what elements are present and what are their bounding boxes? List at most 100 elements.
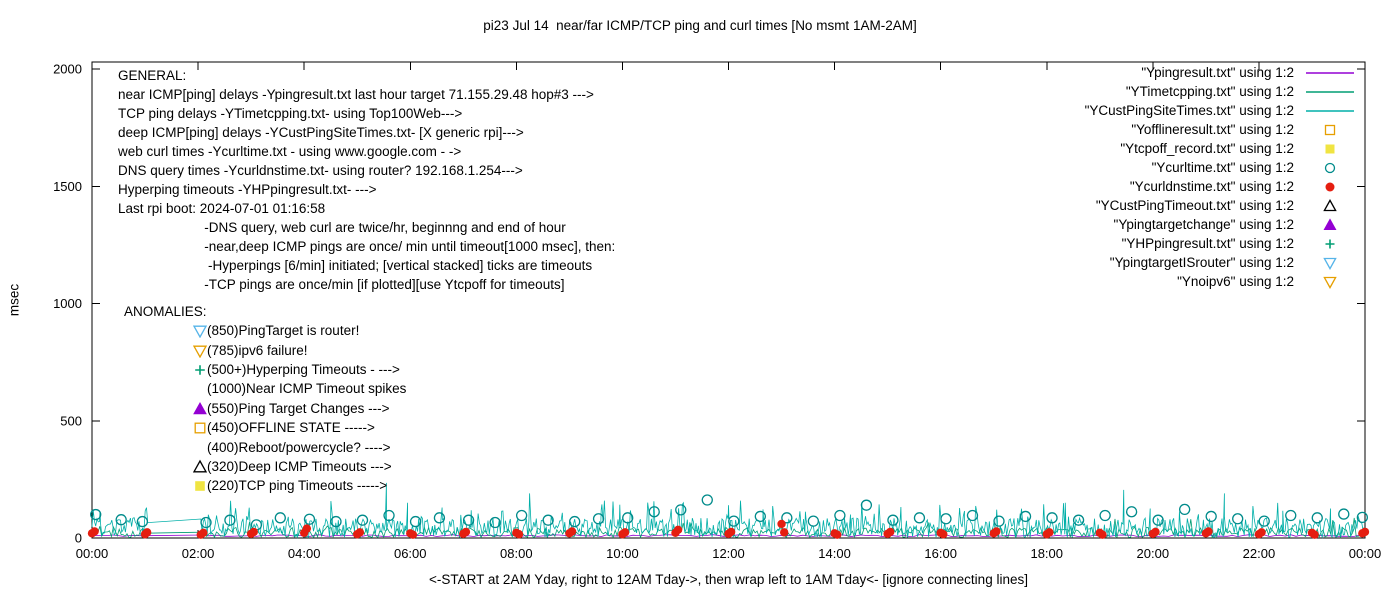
point-Ycurltime-txt xyxy=(1152,514,1164,526)
triangle-up-open-icon xyxy=(193,459,207,473)
general-note-line: DNS query times -Ycurldnstime.txt- using… xyxy=(118,163,523,178)
point-Ycurldnstime-txt xyxy=(567,527,577,536)
legend-label: "Ynoipv6" using 1:2 xyxy=(1177,274,1294,289)
point-Ycurltime-txt xyxy=(383,509,395,522)
point-Ycurltime-txt xyxy=(90,508,102,521)
general-note-line: near ICMP[ping] delays -Ypingresult.txt … xyxy=(118,87,594,102)
point-Ycurldnstime-txt xyxy=(1098,530,1107,539)
point-Ycurldnstime-txt xyxy=(620,528,630,537)
legend-label: "YCustPingSiteTimes.txt" using 1:2 xyxy=(1084,103,1294,118)
point-Ycurldnstime-txt xyxy=(90,527,99,536)
y-tick-label: 1000 xyxy=(53,296,82,311)
triangle-down-open-icon xyxy=(193,345,207,358)
plus-icon xyxy=(195,365,205,375)
x-tick-label: 22:00 xyxy=(1243,546,1276,561)
anomaly-item: (550)Ping Target Changes ---> xyxy=(124,399,406,418)
point-Ycurldnstime-txt xyxy=(461,527,471,537)
legend-sample-triangle-down-open-icon xyxy=(1323,257,1337,270)
legend-label: "YpingtargetISrouter" using 1:2 xyxy=(1109,255,1294,270)
point-Ycurldnstime-txt xyxy=(1257,528,1266,537)
point-Ycurldnstime-txt xyxy=(142,528,152,537)
point-Ycurltime-txt xyxy=(330,515,342,528)
legend-entry: "Ypingtargetchange" using 1:2 xyxy=(1085,215,1358,234)
point-Ycurldnstime-txt xyxy=(514,530,524,539)
anomalies-notes: ANOMALIES: (850)PingTarget is router! (785… xyxy=(124,302,406,496)
anomaly-label: (450)OFFLINE STATE -----> xyxy=(207,420,375,436)
point-Ycurldnstime-txt xyxy=(1310,530,1319,539)
point-Ycurldnstime-txt xyxy=(886,527,895,537)
point-Ycurltime-txt xyxy=(462,514,475,526)
no-marker xyxy=(193,440,207,455)
point-Ycurltime-txt xyxy=(1072,514,1085,526)
point-Ycurltime-txt xyxy=(433,512,446,524)
x-tick-label: 16:00 xyxy=(924,546,957,561)
legend-label: "YHPpingresult.txt" using 1:2 xyxy=(1121,236,1294,251)
point-Ycurltime-txt xyxy=(200,516,212,529)
series-line-Ypingresult-txt xyxy=(92,534,1366,538)
point-Ycurltime-txt xyxy=(115,514,127,526)
anomaly-label: (400)Reboot/powercycle? ----> xyxy=(207,439,391,455)
point-Ycurltime-txt xyxy=(274,512,286,524)
point-Ycurltime-txt xyxy=(1179,503,1191,516)
point-Ycurltime-txt xyxy=(1285,509,1297,522)
general-note-line: Last rpi boot: 2024-07-01 01:16:58 xyxy=(118,201,326,216)
point-Ycurltime-txt xyxy=(1338,508,1350,520)
triangle-down-open-icon xyxy=(1323,276,1337,289)
anomaly-item: (1000)Near ICMP Timeout spikes xyxy=(124,379,406,398)
legend-sample-circle-open-icon xyxy=(1324,162,1336,173)
plus-icon xyxy=(1325,239,1335,248)
legend-entry: "YTimetcpping.txt" using 1:2 xyxy=(1085,82,1358,101)
y-tick-label: 1500 xyxy=(53,179,82,194)
point-Ycurldnstime-txt xyxy=(249,527,258,537)
point-Ycurltime-txt xyxy=(1046,512,1058,524)
legend-sample-triangle-down-open-icon xyxy=(1323,276,1337,289)
legend-sample-triangle-up-open-icon xyxy=(1323,198,1337,211)
point-Ycurldnstime-txt xyxy=(673,525,683,534)
legend-sample-square-open-icon xyxy=(1324,124,1336,135)
legend-sample-triangle-up-filled-icon xyxy=(1323,217,1337,230)
anomaly-item: (400)Reboot/powercycle? ----> xyxy=(124,437,406,456)
point-Ycurltime-txt xyxy=(303,513,316,525)
point-Ycurltime-txt xyxy=(569,515,581,528)
x-tick-label: 12:00 xyxy=(712,546,745,561)
general-note-line: Hyperping timeouts -YHPpingresult.txt- -… xyxy=(118,182,377,197)
circle-open-icon xyxy=(1324,162,1336,173)
legend-entry: "Ypingresult.txt" using 1:2 xyxy=(1085,63,1358,82)
y-tick-label: 2000 xyxy=(53,62,82,77)
point-Ycurltime-txt xyxy=(409,515,422,528)
legend-entry: "YCustPingSiteTimes.txt" using 1:2 xyxy=(1085,101,1358,120)
square-open-icon xyxy=(1324,124,1336,135)
point-Ycurltime-txt xyxy=(356,514,369,526)
legend-entry: "YpingtargetISrouter" using 1:2 xyxy=(1085,253,1358,272)
point-Ycurltime-txt xyxy=(701,494,713,506)
point-Ycurldnstime-txt xyxy=(199,528,208,538)
point-Ycurldnstime-txt xyxy=(355,528,365,537)
x-tick-label: 04:00 xyxy=(288,546,321,561)
point-Ycurldnstime-txt xyxy=(777,519,786,529)
x-tick-label: 02:00 xyxy=(182,546,215,561)
legend-sample-line-icon xyxy=(1306,90,1354,93)
triangle-up-open-icon xyxy=(193,459,207,473)
square-open-icon xyxy=(194,422,206,434)
square-filled-icon xyxy=(195,481,205,492)
anomaly-label: (550)Ping Target Changes ---> xyxy=(207,400,390,416)
point-Ycurltime-txt xyxy=(834,509,846,522)
legend-label: "Ypingresult.txt" using 1:2 xyxy=(1141,65,1294,80)
legend: "Ypingresult.txt" using 1:2 "YTimetcpping… xyxy=(1085,63,1358,291)
point-Ycurldnstime-txt xyxy=(992,527,1001,536)
plus-icon xyxy=(195,365,205,375)
point-Ycurltime-txt xyxy=(940,513,952,525)
x-tick-label: 00:00 xyxy=(76,546,109,561)
point-Ycurltime-txt xyxy=(1125,506,1138,518)
x-tick-label: 10:00 xyxy=(606,546,639,561)
point-Ycurltime-txt xyxy=(887,514,899,526)
legend-entry: "Ytcpoff_record.txt" using 1:2 xyxy=(1085,139,1358,158)
general-note-line: -near,deep ICMP pings are once/ min unti… xyxy=(118,239,616,254)
legend-sample-line-icon xyxy=(1306,71,1354,74)
legend-label: "Ypingtargetchange" using 1:2 xyxy=(1113,217,1294,232)
x-tick-label: 14:00 xyxy=(818,546,851,561)
anomaly-item: (500+)Hyperping Timeouts - ---> xyxy=(124,360,406,379)
point-Ycurldnstime-txt xyxy=(302,524,312,533)
series-line-YCustPingSiteTimes-txt xyxy=(91,482,1365,539)
point-Ycurltime-txt xyxy=(728,515,740,527)
